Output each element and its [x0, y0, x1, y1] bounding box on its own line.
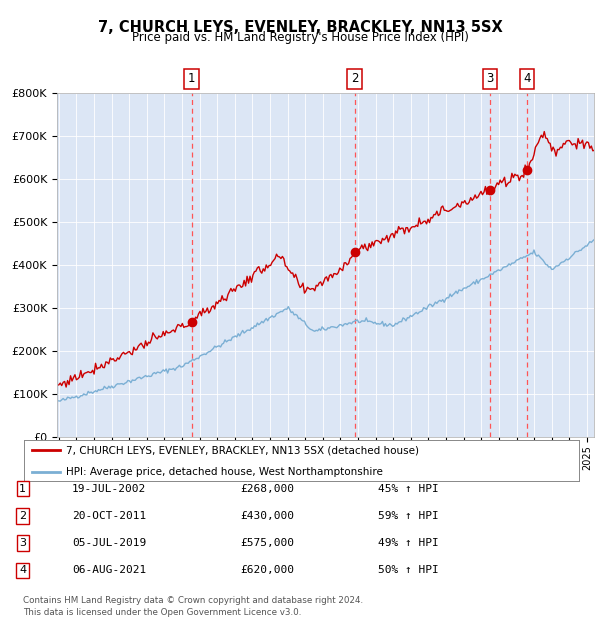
Text: £575,000: £575,000	[240, 538, 294, 548]
Text: 06-AUG-2021: 06-AUG-2021	[72, 565, 146, 575]
Text: £620,000: £620,000	[240, 565, 294, 575]
Text: 20-OCT-2011: 20-OCT-2011	[72, 511, 146, 521]
Text: HPI: Average price, detached house, West Northamptonshire: HPI: Average price, detached house, West…	[65, 467, 383, 477]
Text: 1: 1	[188, 73, 195, 86]
Text: 2: 2	[351, 73, 358, 86]
Text: 19-JUL-2002: 19-JUL-2002	[72, 484, 146, 494]
Text: 3: 3	[19, 538, 26, 548]
Text: 50% ↑ HPI: 50% ↑ HPI	[378, 565, 439, 575]
Text: 45% ↑ HPI: 45% ↑ HPI	[378, 484, 439, 494]
Text: 2: 2	[19, 511, 26, 521]
Text: 4: 4	[19, 565, 26, 575]
Text: 1: 1	[19, 484, 26, 494]
Text: 7, CHURCH LEYS, EVENLEY, BRACKLEY, NN13 5SX: 7, CHURCH LEYS, EVENLEY, BRACKLEY, NN13 …	[98, 20, 502, 35]
Text: 59% ↑ HPI: 59% ↑ HPI	[378, 511, 439, 521]
Text: £268,000: £268,000	[240, 484, 294, 494]
Text: 3: 3	[487, 73, 494, 86]
Text: Contains HM Land Registry data © Crown copyright and database right 2024.
This d: Contains HM Land Registry data © Crown c…	[23, 596, 363, 617]
Text: Price paid vs. HM Land Registry's House Price Index (HPI): Price paid vs. HM Land Registry's House …	[131, 31, 469, 44]
Text: 7, CHURCH LEYS, EVENLEY, BRACKLEY, NN13 5SX (detached house): 7, CHURCH LEYS, EVENLEY, BRACKLEY, NN13 …	[65, 445, 419, 455]
Text: £430,000: £430,000	[240, 511, 294, 521]
Text: 05-JUL-2019: 05-JUL-2019	[72, 538, 146, 548]
Text: 4: 4	[523, 73, 531, 86]
Text: 49% ↑ HPI: 49% ↑ HPI	[378, 538, 439, 548]
